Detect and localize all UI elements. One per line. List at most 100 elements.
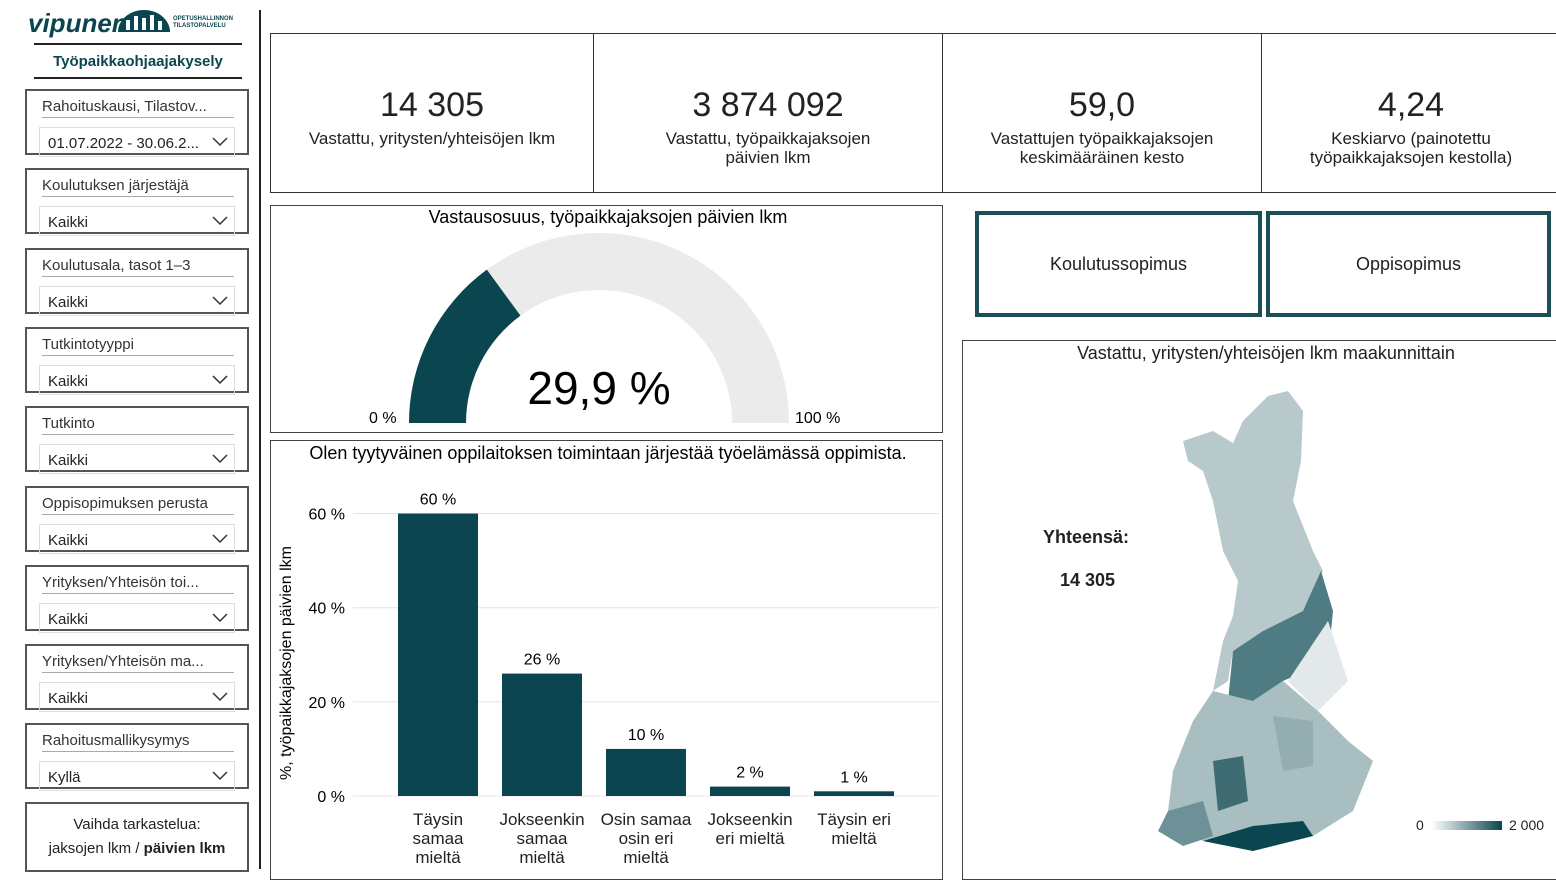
chevron	[212, 692, 228, 702]
y-axis-label: %, työpaikkajaksojen päivien lkm	[278, 546, 295, 780]
legend-min: 0	[1416, 817, 1424, 833]
chevron	[212, 454, 228, 464]
filter-label: Rahoituskausi, Tilastov...	[42, 98, 234, 118]
filter-label: Rahoitusmallikysymys	[42, 732, 234, 753]
filter-label: Oppisopimuksen perusta	[42, 495, 234, 515]
chevron	[212, 216, 228, 226]
logo-sub-1: OPETUSHALLINNON	[173, 16, 233, 22]
button[interactable]: Oppisopimus	[1266, 211, 1551, 317]
view-toggle[interactable]: Vaihda tarkastelua: jaksojen lkm / päivi…	[25, 802, 249, 872]
legend-gradient	[1432, 821, 1502, 830]
dropdown[interactable]: Kaikki	[39, 523, 235, 554]
filter: Koulutuksen järjestäjä Kaikki	[25, 168, 249, 237]
legend-max: 2 000	[1509, 817, 1545, 833]
logo: vipunen	[28, 8, 128, 38]
chart-title: Olen tyytyväinen oppilaitoksen toimintaa…	[309, 443, 906, 463]
filter-label: Yrityksen/Yhteisön ma...	[42, 653, 234, 674]
chevron-path	[212, 375, 228, 384]
chevron-path	[212, 771, 228, 781]
filter: Oppisopimuksen perusta Kaikki	[25, 485, 249, 554]
bar	[398, 513, 478, 796]
toggle-line2: jaksojen lkm / päivien lkm	[27, 837, 247, 861]
filter: Tutkintotyyppi Kaikki	[25, 326, 249, 395]
dropdown[interactable]: Kaikki	[39, 602, 235, 633]
filter: Koulutusala, tasot 1–3 Kaikki	[25, 247, 249, 316]
gauge-title: Vastausosuus, työpaikkajaksojen päivien …	[429, 207, 788, 227]
x-tick-label: Täysin eri mieltä	[817, 810, 891, 848]
gauge-track	[409, 233, 789, 423]
data-label: 26 %	[524, 652, 560, 669]
filter: Tutkinto Kaikki	[25, 406, 249, 475]
filter-label: Yrityksen/Yhteisön toi...	[42, 574, 234, 594]
filter-label: Koulutuksen järjestäjä	[42, 177, 234, 198]
dropdown[interactable]: Kaikki	[39, 206, 235, 237]
bar-chart: Olen tyytyväinen oppilaitoksen toimintaa…	[278, 443, 939, 806]
dropdown[interactable]: Kaikki	[39, 682, 235, 713]
filter: Yrityksen/Yhteisön toi... Kaikki	[25, 564, 249, 633]
total-value: 14 305	[1060, 570, 1116, 590]
logo-sub: OPETUSHALLINNON TILASTOPALVELU	[173, 16, 233, 30]
bar	[710, 786, 790, 796]
bar	[502, 673, 582, 796]
region-central	[1273, 716, 1313, 771]
filter-label: Tutkinto	[42, 415, 234, 436]
chevron-path	[212, 216, 228, 226]
kpi-card: 59,0 Vastattujen työpaikkajaksojen keskim…	[942, 33, 1262, 193]
chevron-path	[212, 692, 228, 702]
region-southwest	[1158, 801, 1213, 846]
chevron-path	[212, 613, 228, 622]
filter-label: Tutkintotyyppi	[42, 336, 234, 356]
region-kainuu	[1288, 621, 1348, 711]
dropdown[interactable]: Kyllä	[39, 761, 235, 792]
logo-sub-2: TILASTOPALVELU	[173, 23, 226, 29]
bar-card: Olen tyytyväinen oppilaitoksen toimintaa…	[270, 440, 943, 880]
logo-icon	[118, 10, 170, 32]
filter-label: Koulutusala, tasot 1–3	[42, 257, 234, 277]
filter: Yrityksen/Yhteisön ma... Kaikki	[25, 644, 249, 713]
y-tick-label: 0 %	[317, 789, 345, 806]
x-tick-label: Osin samaa osin eri mieltä	[600, 810, 692, 867]
toggle-active: päivien lkm	[143, 840, 226, 857]
kpi-label: Vastattu, työpaikkajaksojen päivien lkm	[665, 129, 871, 167]
toggle-option: jaksojen lkm /	[48, 840, 144, 857]
gauge-min: 0 %	[369, 410, 397, 427]
kpi-label: Vastattujen työpaikkajaksojen keskimäärä…	[990, 129, 1214, 167]
report-title: Työpaikkaohjaajakysely	[34, 43, 242, 79]
gauge-value	[409, 269, 521, 423]
gauge-max: 100 %	[795, 410, 840, 427]
y-tick-label: 60 %	[309, 507, 345, 524]
bar	[606, 748, 686, 796]
kpi-value: 59,0	[1068, 86, 1136, 124]
kpi-value: 4,24	[1377, 86, 1445, 124]
dropdown[interactable]: Kaikki	[39, 364, 235, 395]
chevron-path	[212, 454, 228, 464]
kpi-value: 14 305	[380, 86, 484, 124]
chevron	[212, 137, 228, 147]
dropdown[interactable]: Kaikki	[39, 285, 235, 316]
gauge-value-label: 29,9 %	[527, 362, 670, 414]
button[interactable]: Koulutussopimus	[975, 211, 1262, 317]
total-label: Yhteensä:	[1043, 527, 1130, 547]
gauge: Vastausosuus, työpaikkajaksojen päivien …	[369, 207, 840, 427]
chevron	[212, 613, 228, 622]
x-tick-label: Jokseenkin samaa mieltä	[499, 810, 585, 867]
region-pirkanmaa	[1213, 756, 1248, 811]
data-label: 2 %	[736, 765, 764, 782]
x-tick-label: Täysin samaa mieltä	[412, 810, 464, 867]
chevron	[212, 375, 228, 384]
y-tick-label: 40 %	[309, 601, 345, 618]
finland-map	[1158, 391, 1373, 851]
chevron-path	[212, 533, 228, 543]
toggle-line1: Vaihda tarkastelua:	[73, 816, 201, 833]
y-tick-label: 20 %	[309, 695, 345, 712]
chevron-path	[212, 296, 228, 305]
gauge-card: Vastausosuus, työpaikkajaksojen päivien …	[270, 205, 943, 433]
chevron	[212, 771, 228, 781]
region-lapland	[1183, 391, 1323, 691]
dropdown[interactable]: 01.07.2022 - 30.06.2...	[39, 127, 235, 157]
dropdown[interactable]: Kaikki	[39, 444, 235, 475]
kpi-label: Vastattu, yritysten/yhteisöjen lkm	[308, 129, 556, 148]
chevron	[212, 533, 228, 543]
kpi-card: 4,24 Keskiarvo (painotettu työpaikkajakso…	[1261, 33, 1556, 193]
